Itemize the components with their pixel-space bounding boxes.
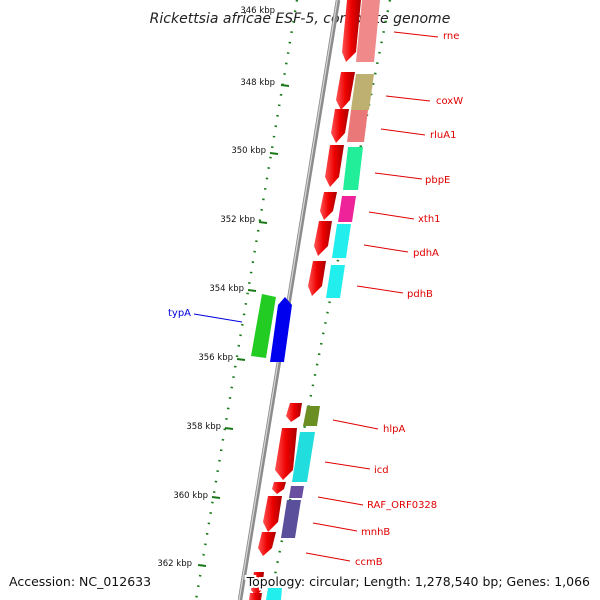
cds-track — [249, 0, 361, 600]
inner-dotted-ring — [194, 0, 299, 600]
gene-label-pdhA[interactable]: pdhA — [413, 248, 439, 259]
gene-label-icd[interactable]: icd — [374, 465, 389, 476]
cds-arrow — [263, 496, 282, 532]
gene-label-rne[interactable]: rne — [443, 31, 459, 42]
map-title: Rickettsia africae ESF-5, complete genom… — [150, 11, 451, 27]
ruler-label-348: 348 kbp — [240, 78, 275, 88]
cds-arrow — [258, 532, 276, 556]
genome-summary: Topology: circular; Length: 1,278,540 bp… — [246, 574, 590, 589]
gene-label-hlpA[interactable]: hlpA — [383, 424, 405, 435]
gene-block-xth1 — [338, 196, 356, 222]
gene-label-pbpE[interactable]: pbpE — [425, 175, 450, 186]
ruler-label-350: 350 kbp — [231, 146, 266, 156]
ruler-label-346: 346 kbp — [240, 6, 275, 16]
gene-label-coxW[interactable]: coxW — [436, 96, 463, 107]
cds-arrow — [320, 192, 337, 220]
ruler-label-362: 362 kbp — [157, 559, 192, 569]
gene-block-icd — [292, 432, 315, 482]
cds-arrow — [325, 145, 344, 187]
cds-arrow — [308, 261, 326, 296]
gene-typA — [251, 294, 292, 362]
gene-block-coxW — [351, 74, 374, 110]
gene-block-rluA1 — [347, 110, 368, 142]
gene-block-pdhA — [332, 224, 351, 258]
gene-label-typA[interactable]: typA — [168, 308, 191, 319]
gene-track — [266, 0, 380, 600]
ruler-label-356: 356 kbp — [198, 353, 233, 363]
gene-label-mnhB[interactable]: mnhB — [361, 527, 390, 538]
ruler-label-360: 360 kbp — [173, 491, 208, 501]
cds-arrow — [336, 72, 355, 110]
accession-label: Accession: NC_012633 — [9, 574, 151, 589]
cds-arrow — [275, 428, 297, 480]
ruler-label-354: 354 kbp — [209, 284, 244, 294]
gene-block-hlpA — [303, 406, 320, 426]
gene-label-RAF_ORF0328[interactable]: RAF_ORF0328 — [367, 500, 437, 511]
cds-arrow-reverse — [270, 297, 292, 362]
gene-label-ccmB[interactable]: ccmB — [355, 557, 383, 568]
ruler-label-358: 358 kbp — [186, 422, 221, 432]
gene-block-pdhB — [326, 265, 345, 298]
gene-block-mnhB — [281, 500, 301, 538]
cds-arrow — [331, 109, 349, 143]
gene-block-pbpE — [343, 147, 363, 190]
gene-label-xth1[interactable]: xth1 — [418, 214, 441, 225]
cds-arrow — [286, 403, 302, 422]
gene-block-RAF_ORF0328 — [289, 486, 304, 498]
gene-block-rne — [356, 0, 380, 62]
gene-label-rluA1[interactable]: rluA1 — [430, 130, 456, 141]
cds-arrow — [342, 0, 361, 62]
cds-arrow — [314, 221, 332, 256]
cds-arrow — [272, 482, 286, 494]
kbp-ruler: 346 kbp 348 kbp 350 kbp 352 kbp 354 kbp … — [157, 6, 290, 569]
ruler-label-352: 352 kbp — [220, 215, 255, 225]
genome-backbone — [237, 0, 341, 600]
cds-arrow — [251, 572, 264, 596]
gene-block-typA — [251, 294, 276, 358]
gene-label-pdhB[interactable]: pdhB — [407, 289, 433, 300]
